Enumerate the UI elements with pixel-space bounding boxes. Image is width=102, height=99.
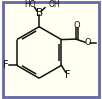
Text: O: O: [73, 21, 80, 30]
Text: HO: HO: [24, 0, 35, 9]
Text: B: B: [36, 8, 43, 18]
Text: OH: OH: [49, 0, 61, 9]
Text: O: O: [84, 38, 91, 47]
Text: F: F: [3, 60, 9, 70]
Text: F: F: [65, 70, 70, 80]
